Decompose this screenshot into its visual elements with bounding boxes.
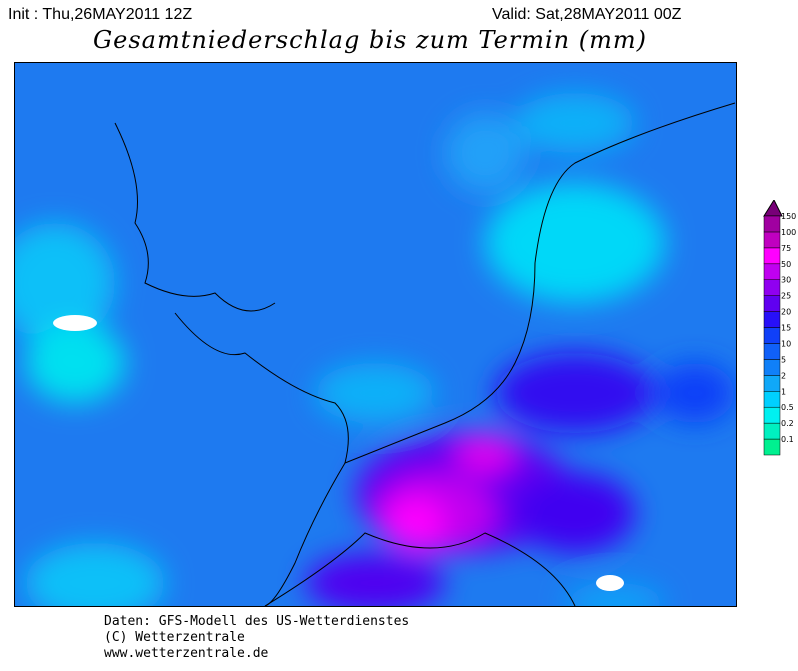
legend-label: 100: [781, 228, 796, 237]
map-title: Gesamtniederschlag bis zum Termin (mm): [92, 26, 648, 54]
valid-time: Valid: Sat,28MAY2011 00Z: [492, 6, 682, 23]
legend-label: 20: [781, 308, 791, 317]
precipitation-field: [15, 63, 736, 606]
footer-website: www.wetterzentrale.de: [104, 646, 269, 661]
legend-swatch: [763, 215, 781, 233]
legend-label: 75: [781, 244, 791, 253]
init-time: Init : Thu,26MAY2011 12Z: [8, 6, 193, 23]
legend-label: 1: [781, 387, 786, 396]
legend-label: 15: [781, 324, 791, 333]
legend-label: 10: [781, 339, 791, 348]
footer-source: Daten: GFS-Modell des US-Wetterdienstes: [104, 614, 410, 629]
legend-label: 0.5: [781, 403, 794, 412]
legend-arrow: [763, 200, 783, 217]
legend-swatch: [763, 247, 781, 265]
legend-label: 0.1: [781, 435, 794, 444]
legend-label: 0.2: [781, 419, 794, 428]
legend-label: 50: [781, 260, 791, 269]
footer-copyright: (C) Wetterzentrale: [104, 630, 245, 645]
legend-swatch: [763, 375, 781, 392]
legend-swatch: [763, 263, 781, 280]
legend-swatch: [763, 231, 781, 249]
legend-swatch: [763, 391, 781, 408]
legend-label: 2: [781, 371, 786, 380]
legend-swatch: [763, 422, 781, 440]
legend-label: 25: [781, 292, 791, 301]
legend-swatch: [763, 359, 781, 376]
precipitation-map: [14, 62, 737, 607]
legend-swatch: [763, 311, 781, 328]
legend-swatch: [763, 279, 781, 296]
legend-swatch: [763, 295, 781, 312]
legend-label: 150: [781, 212, 796, 221]
legend-swatch: [763, 327, 781, 344]
legend-label: 5: [781, 355, 786, 364]
legend-label: 30: [781, 276, 791, 285]
legend-swatch: [763, 406, 781, 424]
legend-swatch: [763, 343, 781, 360]
legend-swatch: [763, 438, 781, 456]
